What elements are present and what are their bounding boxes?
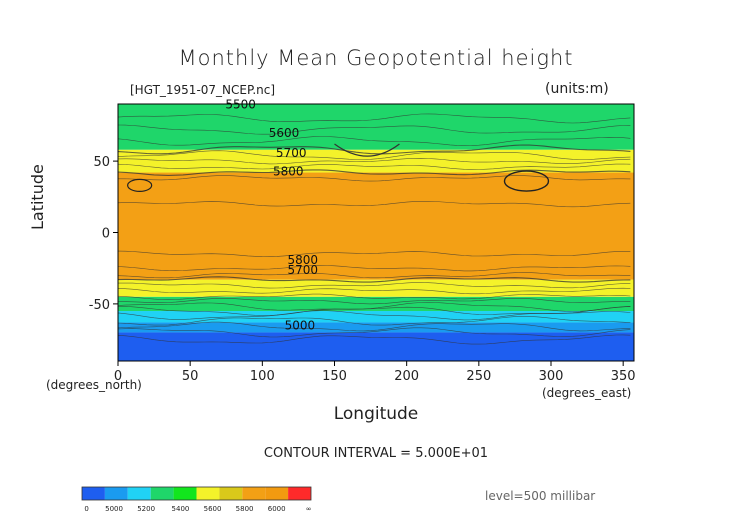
file-label: [HGT_1951-07_NCEP.nc] xyxy=(130,83,276,97)
colorbar-tick-label-1: 5000 xyxy=(105,505,123,513)
x-tick-label-0: 0 xyxy=(114,369,122,384)
contour-label-2: 5700 xyxy=(276,146,307,160)
x-tick-label-4: 200 xyxy=(394,369,419,384)
trough-contour xyxy=(334,143,400,157)
contour-line-6 xyxy=(117,163,631,170)
x-tick-label-5: 250 xyxy=(466,369,491,384)
contour-line-4 xyxy=(117,150,631,160)
y-tick-label-1: 0 xyxy=(102,227,110,242)
colorbar-tick-label-2: 5200 xyxy=(137,505,155,513)
y-tick-label-2: -50 xyxy=(89,298,110,313)
colorbar-swatch-2 xyxy=(127,487,151,500)
contour-line-5 xyxy=(117,157,631,165)
x-axis-label: Longitude xyxy=(333,404,419,424)
colorbar-swatch-5 xyxy=(196,487,220,500)
contour-line-14 xyxy=(117,282,631,289)
contour-line-8 xyxy=(118,175,631,182)
contour-line-13 xyxy=(117,276,631,283)
x-tick-label-3: 150 xyxy=(322,369,347,384)
contour-line-12 xyxy=(117,272,631,279)
contour-line-9 xyxy=(117,201,631,208)
high-contour-america xyxy=(503,170,550,192)
units-label: (units:m) xyxy=(545,81,609,97)
contour-label-1: 5600 xyxy=(269,126,300,140)
contour-line-10 xyxy=(117,250,631,258)
colorbar-swatch-9 xyxy=(288,487,311,500)
contour-interval-label: CONTOUR INTERVAL = 5.000E+01 xyxy=(263,446,489,461)
heatmap-band-7 xyxy=(118,104,634,150)
colorbar-tick-label-6: 6000 xyxy=(268,505,286,513)
contour-line-18 xyxy=(117,302,631,312)
y-tick-label-0: 50 xyxy=(93,155,110,170)
x-tick-label-6: 300 xyxy=(539,369,564,384)
contour-line-15 xyxy=(117,287,631,295)
colorbar-tick-label-7: ∞ xyxy=(306,505,312,513)
x-unit-label: (degrees_east) xyxy=(542,386,632,400)
colorbar-swatch-8 xyxy=(265,487,289,500)
colorbar-swatch-4 xyxy=(173,487,197,500)
colorbar-swatch-1 xyxy=(104,487,128,500)
colorbar-swatch-3 xyxy=(150,487,174,500)
heatmap-band-2 xyxy=(118,311,634,323)
heatmap-band-1 xyxy=(118,322,634,333)
colorbar-tick-label-4: 5600 xyxy=(204,505,222,513)
heatmap-band-5 xyxy=(118,172,634,280)
level-label: level=500 millibar xyxy=(485,489,596,503)
colorbar-tick-label-0: 0 xyxy=(84,505,88,513)
contour-line-7 xyxy=(117,169,631,176)
contour-line-17 xyxy=(118,298,631,305)
contour-line-2 xyxy=(117,136,631,147)
y-unit-label: (degrees_north) xyxy=(46,378,142,392)
contour-label-6: 5000 xyxy=(285,319,316,333)
contour-line-3 xyxy=(117,144,631,155)
contour-line-22 xyxy=(117,321,631,332)
contour-line-0 xyxy=(117,113,631,124)
contour-label-3: 5800 xyxy=(273,164,304,178)
chart-title: Monthly Mean Geopotential height xyxy=(178,46,574,70)
colorbar-swatch-7 xyxy=(242,487,266,500)
colorbar-frame xyxy=(81,486,312,501)
x-tick-label-1: 50 xyxy=(182,369,199,384)
contour-label-4: 5800 xyxy=(287,253,318,267)
contour-line-1 xyxy=(117,124,631,135)
contour-line-20 xyxy=(117,310,631,321)
colorbar-swatch-0 xyxy=(82,487,105,500)
contour-line-21 xyxy=(117,316,631,326)
colorbar-tick-label-5: 5800 xyxy=(236,505,254,513)
contour-line-23 xyxy=(117,327,631,338)
high-contour-africa xyxy=(127,178,153,192)
contour-label-5: 5700 xyxy=(287,263,318,277)
colorbar-tick-label-3: 5400 xyxy=(172,505,190,513)
contour-line-11 xyxy=(117,265,631,272)
x-tick-label-2: 100 xyxy=(250,369,275,384)
x-tick-label-7: 350 xyxy=(611,369,636,384)
contour-line-16 xyxy=(117,293,631,300)
contour-line-24 xyxy=(117,334,631,345)
colorbar-swatch-6 xyxy=(219,487,243,500)
